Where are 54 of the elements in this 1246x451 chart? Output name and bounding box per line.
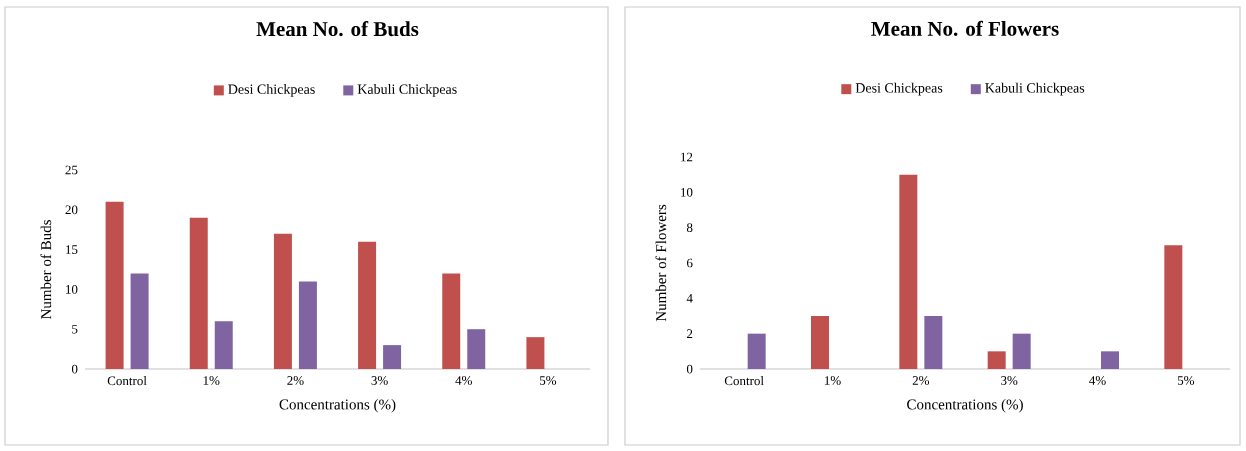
y-tick-label: 6 <box>687 258 693 268</box>
x-tick-label: 4% <box>1089 376 1106 385</box>
bar <box>1101 351 1120 369</box>
bar <box>273 233 292 369</box>
bar <box>987 351 1006 369</box>
bar <box>189 217 208 369</box>
y-tick-label: 0 <box>686 364 693 374</box>
x-tick-label: 5% <box>540 376 557 385</box>
y-tick-label: 15 <box>66 245 78 254</box>
bar <box>811 316 830 369</box>
y-tick-label: 25 <box>65 165 78 175</box>
bar <box>383 345 402 369</box>
legend-label: Kabuli Chickpeas <box>985 82 1085 96</box>
chart-title: Mean No. of Buds <box>256 21 419 37</box>
bar <box>526 337 545 369</box>
x-tick-label: 2% <box>912 376 930 385</box>
bar <box>924 316 943 369</box>
chart-title: Mean No. of Flowers <box>871 20 1059 36</box>
bar <box>747 333 766 369</box>
bar <box>1164 245 1183 369</box>
x-tick-label: 5% <box>1177 376 1195 385</box>
bar <box>358 241 377 369</box>
bar <box>298 281 317 369</box>
x-axis-title: Concentrations (%) <box>907 398 1023 413</box>
y-tick-label: 4 <box>686 294 693 303</box>
bar <box>1012 333 1031 369</box>
y-tick-label: 12 <box>681 152 693 162</box>
bar <box>105 201 124 369</box>
x-tick-label: Control <box>107 376 147 386</box>
y-tick-label: 0 <box>71 364 78 374</box>
y-axis-title: Number of Flowers <box>655 204 667 322</box>
bar <box>442 273 461 369</box>
x-tick-label: 1% <box>824 376 841 385</box>
x-tick-label: 3% <box>371 376 388 385</box>
x-tick-label: 3% <box>1001 376 1018 385</box>
y-tick-label: 5 <box>72 324 78 334</box>
legend-label: Desi Chickpeas <box>228 84 315 97</box>
bar <box>214 321 233 369</box>
legend-label: Kabuli Chickpeas <box>357 84 457 97</box>
legend-label: Desi Chickpeas <box>855 82 943 96</box>
y-tick-label: 10 <box>681 187 693 197</box>
y-tick-label: 20 <box>65 205 78 215</box>
y-axis-title: Number of Buds <box>40 220 52 320</box>
x-tick-label: 2% <box>287 376 304 385</box>
y-tick-label: 10 <box>66 285 78 294</box>
bar <box>899 174 918 369</box>
y-tick-label: 2 <box>687 329 693 338</box>
bar <box>130 273 149 369</box>
x-tick-label: 4% <box>455 376 472 385</box>
x-tick-label: Control <box>724 376 764 386</box>
x-tick-label: 1% <box>203 376 220 385</box>
y-tick-label: 8 <box>686 223 693 233</box>
x-axis-title: Concentrations (%) <box>279 398 396 413</box>
bar <box>467 329 486 369</box>
